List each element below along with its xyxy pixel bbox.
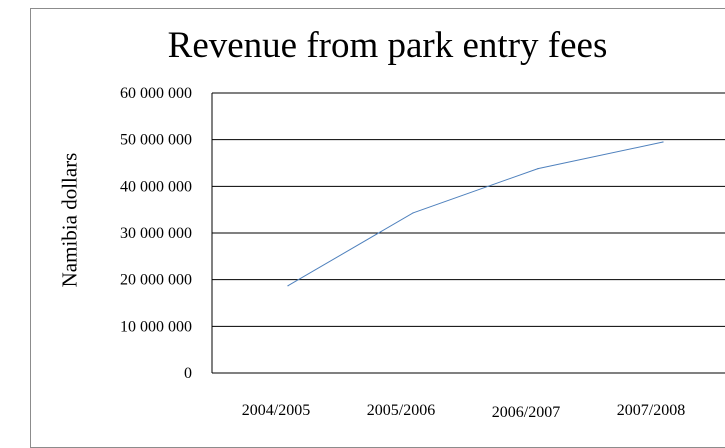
chart-title: Revenue from park entry fees xyxy=(167,25,608,66)
data-point xyxy=(662,141,664,143)
x-tick-label: 2005/2006 xyxy=(367,402,435,419)
y-tick-label: 0 xyxy=(184,365,192,382)
y-tick-label: 20 000 000 xyxy=(120,272,192,289)
series-line xyxy=(287,141,664,287)
x-tick-label: 2006/2007 xyxy=(492,404,560,421)
x-tick-label: 2004/2005 xyxy=(242,402,310,419)
series-lines xyxy=(287,141,664,287)
x-tick-label: 2007/2008 xyxy=(617,402,685,419)
data-point xyxy=(537,168,539,170)
y-tick-label: 10 000 000 xyxy=(120,318,192,335)
chart-plot: 0 10 000 000 20 000 000 30 000 000 40 000 00… xyxy=(120,85,725,421)
gridlines xyxy=(211,92,725,374)
x-tick-labels: 2004/2005 2005/2006 2006/2007 2007/2008 xyxy=(242,402,685,421)
data-point xyxy=(412,212,414,214)
y-tick-label: 40 000 000 xyxy=(120,178,192,195)
data-point xyxy=(287,285,289,287)
y-tick-label: 60 000 000 xyxy=(120,85,192,102)
y-tick-label: 50 000 000 xyxy=(120,132,192,149)
y-tick-label: 30 000 000 xyxy=(120,225,192,242)
y-tick-labels: 0 10 000 000 20 000 000 30 000 000 40 000 00… xyxy=(120,85,192,382)
